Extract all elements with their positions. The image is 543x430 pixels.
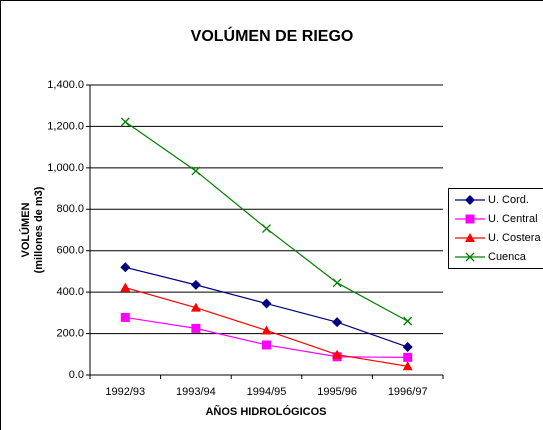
marker [261, 325, 272, 335]
legend-box [448, 188, 543, 269]
marker [120, 117, 130, 127]
chart-title: VOLÚMEN DE RIEGO [191, 26, 354, 45]
legend: U. Cord. U. Central U. Costera Cuenca [448, 188, 543, 269]
marker [332, 349, 343, 359]
y-tick-label: 0.0 [69, 369, 84, 381]
x-tick-label: 1994/95 [247, 386, 287, 398]
marker [120, 262, 131, 273]
marker [402, 361, 413, 371]
legend-label: U. Costera [488, 232, 541, 244]
marker [465, 252, 475, 262]
marker [191, 166, 201, 176]
marker [332, 317, 343, 328]
marker [332, 278, 342, 288]
y-tick-label: 1,400.0 [47, 79, 84, 91]
marker [120, 282, 131, 292]
marker [262, 340, 271, 350]
marker [465, 233, 475, 242]
y-tick-label: 1,200.0 [47, 120, 84, 132]
marker [191, 323, 201, 333]
marker [465, 214, 475, 224]
x-tick-label: 1993/94 [176, 386, 216, 398]
marker [261, 298, 272, 309]
y-axis-label: VOLÚMEN (millones de m3) [19, 186, 45, 273]
x-axis-label: AÑOS HIDROLÓGICOS [205, 405, 326, 418]
marker [403, 352, 413, 362]
marker [402, 342, 413, 353]
legend-label: U. Central [488, 213, 538, 225]
y-tick-label: 400.0 [56, 286, 84, 298]
x-tick-label: 1996/97 [388, 386, 428, 398]
marker [190, 279, 201, 290]
marker [403, 316, 413, 326]
y-tick-label: 200.0 [56, 327, 84, 339]
legend-label: Cuenca [488, 251, 527, 263]
y-tick-label: 1,000.0 [47, 162, 84, 174]
y-tick-label: 800.0 [56, 203, 84, 215]
marker [262, 224, 271, 234]
marker [465, 195, 475, 205]
marker [190, 302, 201, 312]
x-tick-label: 1992/93 [105, 386, 145, 398]
y-axis-label-line: VOLÚMEN [19, 202, 32, 257]
x-tick-label: 1995/96 [317, 386, 357, 398]
y-tick-label: 600.0 [56, 245, 84, 257]
marker [120, 312, 130, 322]
legend-label: U. Cord. [488, 194, 529, 206]
y-axis-label-line: (millones de m3) [33, 186, 45, 273]
